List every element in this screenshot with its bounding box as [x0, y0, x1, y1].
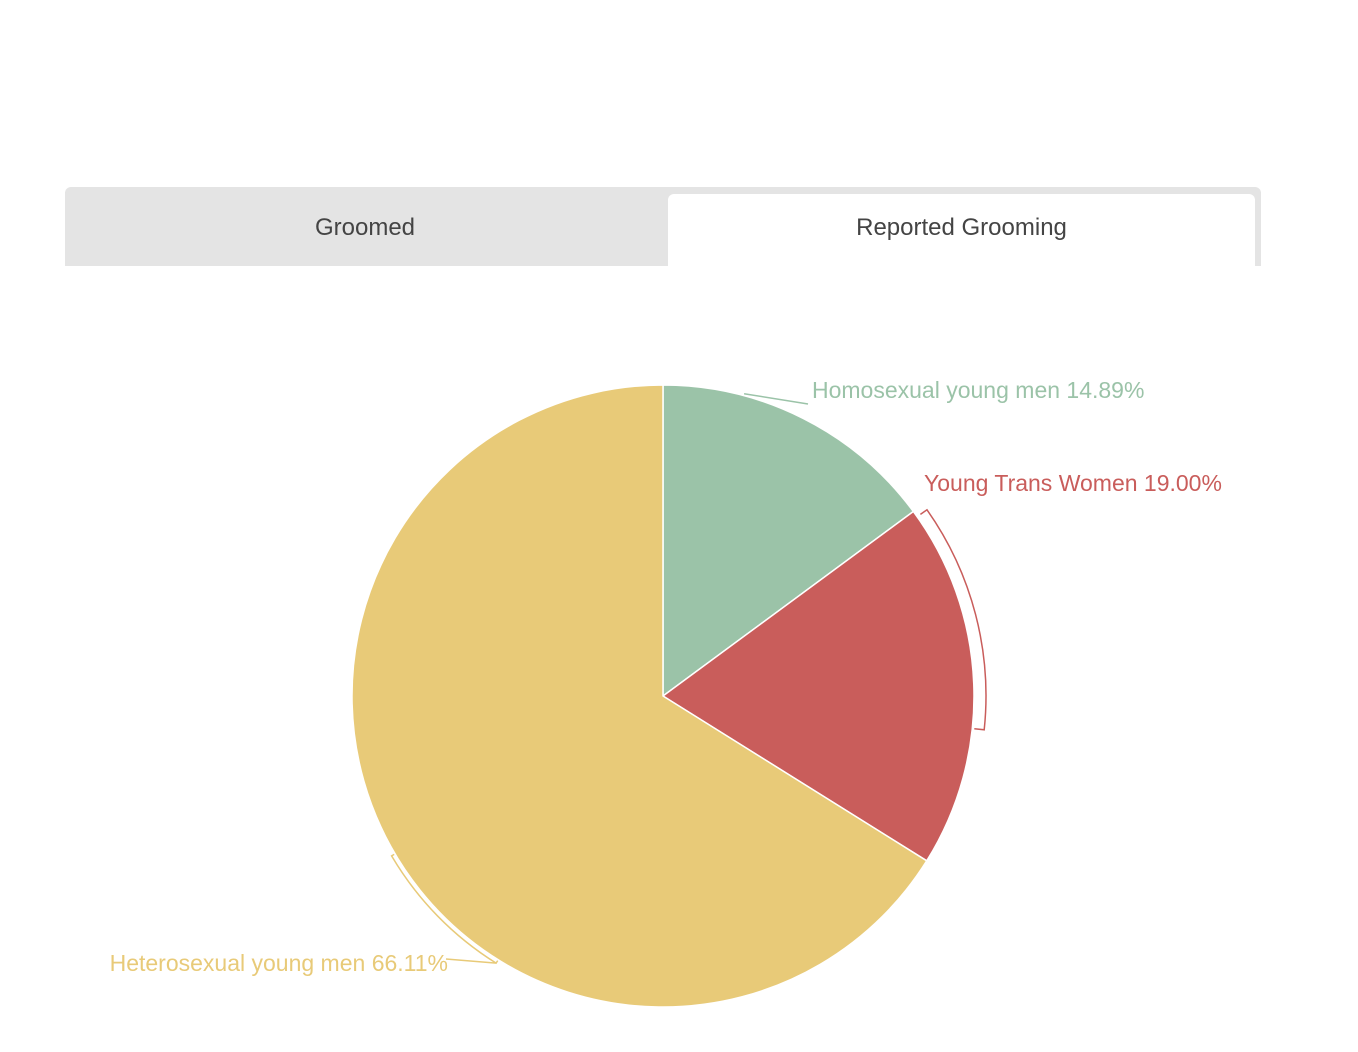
leader-line-homosexual-young-men	[743, 392, 809, 405]
pie-slices	[351, 384, 975, 1008]
tab-groomed[interactable]: Groomed	[314, 213, 416, 241]
pie-label-young-trans-women: Young Trans Women 19.00%	[924, 470, 1222, 496]
pie-labels: Homosexual young men 14.89% Young Trans W…	[110, 377, 1222, 976]
leader-line-heterosexual-young-men	[390, 853, 499, 965]
pie-slice-heterosexual-young-men[interactable]	[351, 384, 928, 1008]
tab-reported-grooming[interactable]: Reported Grooming	[668, 194, 1255, 266]
pie-leader-lines	[390, 392, 987, 965]
pie-slice-young-trans-women[interactable]	[662, 510, 975, 862]
tab-bar: Groomed Reported Grooming	[65, 187, 1261, 266]
leader-line-young-trans-women	[919, 508, 987, 731]
pie-label-heterosexual-young-men: Heterosexual young men 66.11%	[110, 950, 448, 976]
pie-slice-homosexual-young-men[interactable]	[662, 384, 915, 697]
pie-label-homosexual-young-men: Homosexual young men 14.89%	[812, 377, 1144, 403]
